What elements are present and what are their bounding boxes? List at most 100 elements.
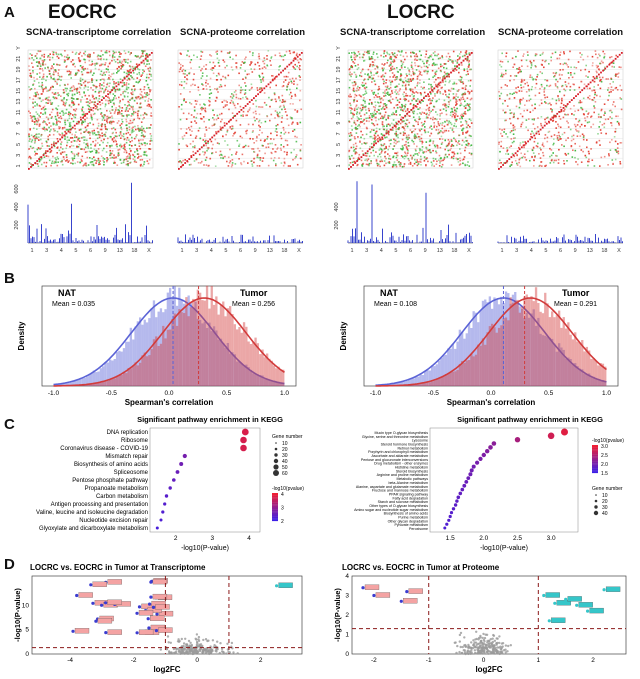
panel-letter-d: D [4, 556, 15, 573]
heatmap-cell [190, 114, 193, 116]
heatmap-diagonal-cell [450, 71, 452, 74]
heatmap-cell [414, 128, 417, 131]
heatmap-cell [372, 114, 375, 116]
heatmap-cell [147, 103, 150, 106]
heatmap-cell [352, 87, 355, 90]
heatmap-cell [396, 91, 399, 93]
heatmap-cell [138, 139, 140, 141]
heatmap-cell [93, 129, 95, 132]
heatmap-cell [599, 121, 601, 123]
heatmap-cell [350, 55, 353, 57]
heatmap-cell [404, 106, 406, 108]
heatmap-cell [275, 84, 277, 87]
heatmap-cell [208, 164, 210, 167]
heatmap-cell [238, 143, 241, 146]
heatmap-cell [289, 165, 291, 167]
heatmap-cell [118, 105, 121, 107]
heatmap-cell [133, 137, 136, 140]
heatmap-cell [228, 52, 231, 54]
heatmap-cell [436, 113, 439, 116]
heatmap-cell [77, 155, 80, 157]
heatmap-cell [464, 111, 466, 113]
heatmap-cell [63, 97, 65, 99]
heatmap-cell [133, 99, 136, 102]
heatmap-cell [401, 106, 403, 108]
heatmap-cell [129, 157, 131, 160]
heatmap-cell [140, 106, 143, 109]
heatmap-cell [125, 114, 128, 116]
heatmap-diagonal-cell [219, 128, 222, 131]
histogram-y-tick: 600 [14, 184, 20, 193]
heatmap-cell [596, 71, 598, 74]
heatmap-cell [56, 111, 59, 114]
heatmap-cell [70, 151, 73, 153]
heatmap-cell [423, 62, 425, 65]
heatmap-diagonal-cell [298, 53, 301, 56]
heatmap-diagonal-cell [431, 89, 434, 92]
heatmap-cell [119, 60, 121, 62]
heatmap-cell [143, 96, 146, 98]
heatmap-diagonal-cell [150, 52, 153, 54]
heatmap-cell [94, 67, 97, 70]
heatmap-cell [32, 71, 34, 74]
heatmap-cell [374, 104, 377, 107]
heatmap-cell [463, 68, 466, 70]
heatmap-cell [258, 55, 260, 58]
heatmap-cell [123, 76, 126, 79]
heatmap-cell [281, 115, 284, 117]
heatmap-cell [34, 87, 36, 90]
heatmap-cell [369, 99, 371, 101]
heatmap-cell [378, 85, 380, 88]
heatmap-cell [136, 148, 138, 151]
heatmap-cell [38, 123, 41, 126]
heatmap-cell [414, 64, 417, 67]
heatmap-cell [455, 109, 457, 112]
heatmap-cell [258, 165, 261, 167]
heatmap-cell [28, 162, 31, 164]
heatmap-cell [250, 160, 253, 162]
heatmap-cell [551, 52, 554, 55]
heatmap-cell [45, 150, 47, 152]
heatmap-cell [79, 79, 82, 81]
heatmap-cell [386, 85, 389, 88]
heatmap-cell [106, 160, 108, 163]
heatmap-cell [360, 84, 363, 86]
heatmap-cell [50, 125, 52, 127]
heatmap-cell [407, 138, 409, 141]
heatmap-cell [224, 105, 227, 107]
heatmap-cell [85, 85, 87, 88]
eocrc-title: EOCRC [48, 2, 117, 23]
heatmap-cell [100, 64, 102, 67]
heatmap-cell [50, 149, 53, 152]
heatmap-cell [404, 151, 406, 153]
heatmap-cell [371, 90, 373, 92]
heatmap-cell [231, 69, 234, 71]
heatmap-cell [73, 86, 76, 89]
heatmap-cell [53, 130, 55, 132]
panel-a-eocrc-heatmaps: 1 3 4 5 6 9 13 18 X 1 3 4 5 6 9 13 18 X13579111315171921Y… [14, 46, 304, 254]
heatmap-cell [80, 101, 82, 103]
heatmap-cell [38, 125, 41, 127]
heatmap-cell [382, 125, 384, 128]
heatmap-cell [94, 112, 96, 115]
heatmap-cell [94, 139, 97, 142]
heatmap-cell [582, 97, 585, 100]
heatmap-cell [139, 93, 142, 95]
heatmap-cell [422, 152, 425, 154]
heatmap-cell [232, 95, 235, 97]
heatmap-cell [111, 109, 113, 111]
heatmap-cell [29, 112, 31, 114]
heatmap-cell [83, 87, 86, 89]
heatmap-diagonal-cell [458, 63, 461, 66]
heatmap-cell [107, 117, 109, 120]
heatmap-cell [216, 142, 219, 144]
heatmap-cell [426, 157, 428, 159]
heatmap-cell [60, 141, 63, 143]
chromosome-y-label: 3 [16, 154, 22, 157]
heatmap-cell [235, 67, 238, 69]
heatmap-cell [370, 56, 373, 58]
heatmap-cell [370, 101, 373, 104]
heatmap-cell [451, 143, 453, 146]
heatmap-cell [406, 109, 409, 111]
heatmap-cell [190, 84, 192, 87]
